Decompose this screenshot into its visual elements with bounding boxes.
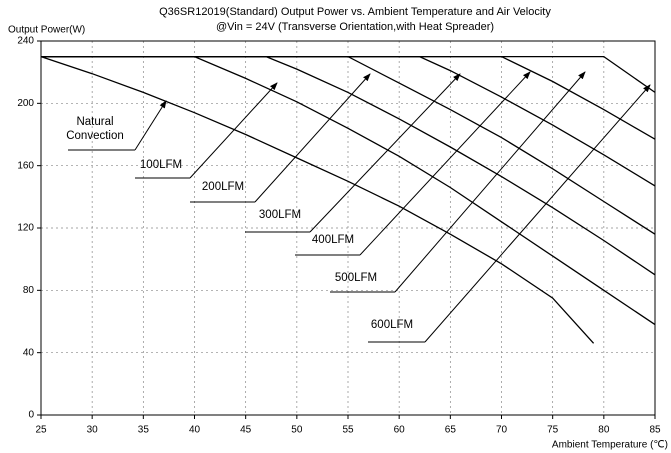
plot-frame bbox=[40, 40, 656, 416]
series-annotation: 600LFM bbox=[370, 319, 414, 331]
chart-title: Q36SR12019(Standard) Output Power vs. Am… bbox=[159, 6, 551, 18]
y-tick-label: 0 bbox=[28, 410, 34, 421]
y-tick-label: 80 bbox=[23, 285, 35, 296]
series-line bbox=[41, 55, 656, 235]
annotation-arrow bbox=[134, 100, 167, 151]
series-line bbox=[40, 55, 595, 344]
series-annotation: 400LFM bbox=[311, 234, 355, 246]
annotation-arrow bbox=[309, 73, 461, 233]
x-tick-label: 45 bbox=[240, 425, 252, 436]
series-annotation: 300LFM bbox=[258, 209, 302, 221]
x-tick-label: 35 bbox=[138, 425, 150, 436]
annotation-arrow bbox=[189, 82, 278, 179]
series-annotation: 500LFM bbox=[334, 272, 378, 284]
x-tick-label: 60 bbox=[394, 425, 406, 436]
y-tick-label: 240 bbox=[17, 36, 34, 47]
annotation-arrow bbox=[359, 71, 531, 256]
x-axis-label: Ambient Temperature (℃) bbox=[552, 440, 668, 451]
x-tick-label: 40 bbox=[189, 425, 201, 436]
series-line bbox=[41, 55, 656, 326]
series-line bbox=[41, 55, 656, 93]
x-tick-label: 80 bbox=[598, 425, 610, 436]
x-tick-label: 70 bbox=[496, 425, 508, 436]
x-tick-label: 65 bbox=[445, 425, 457, 436]
x-tick-label: 30 bbox=[87, 425, 99, 436]
x-tick-label: 55 bbox=[342, 425, 354, 436]
chart-subtitle: @Vin = 24V (Transverse Orientation,with … bbox=[216, 21, 494, 33]
annotation-arrow bbox=[254, 73, 371, 203]
x-tick-label: 50 bbox=[291, 425, 303, 436]
series-annotation: Natural Convection bbox=[66, 116, 124, 142]
y-tick-label: 40 bbox=[23, 347, 35, 358]
annotation-arrow bbox=[394, 71, 586, 293]
y-tick-label: 160 bbox=[17, 160, 34, 171]
annotation-arrow bbox=[424, 84, 651, 343]
y-tick-label: 120 bbox=[17, 223, 34, 234]
x-tick-label: 85 bbox=[649, 425, 661, 436]
series-annotation: 200LFM bbox=[201, 181, 245, 193]
x-tick-label: 25 bbox=[35, 425, 47, 436]
x-tick-label: 75 bbox=[547, 425, 559, 436]
y-axis-label: Output Power(W) bbox=[8, 25, 85, 36]
series-annotation: 100LFM bbox=[139, 159, 183, 171]
y-tick-label: 200 bbox=[17, 98, 34, 109]
series-line bbox=[41, 55, 656, 276]
